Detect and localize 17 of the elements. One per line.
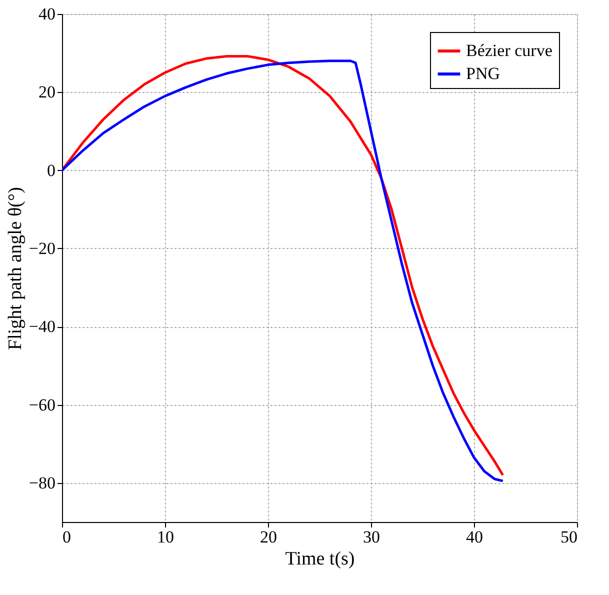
y-tick-label: −60 xyxy=(28,395,56,414)
y-tick-label: 0 xyxy=(47,160,56,180)
y-tick-label: −20 xyxy=(28,238,56,258)
x-axis-title: Time t(s) xyxy=(285,548,355,570)
y-tick-label: 20 xyxy=(38,82,56,102)
x-tick-label: 50 xyxy=(560,528,578,546)
y-axis-title: Flight path angle θ(°) xyxy=(4,187,26,350)
x-tick-label: 0 xyxy=(62,528,71,546)
y-tick-label: 40 xyxy=(38,4,56,24)
x-tick-label: 20 xyxy=(260,528,277,546)
legend-label: PNG xyxy=(466,64,500,83)
x-tick-label: 30 xyxy=(363,528,380,546)
y-tick-label: −40 xyxy=(28,317,56,336)
x-tick-label: 10 xyxy=(157,528,174,546)
legend-label: Bézier curve xyxy=(466,41,552,60)
x-tick-label: 40 xyxy=(466,528,483,546)
y-tick-label: −80 xyxy=(28,473,56,492)
